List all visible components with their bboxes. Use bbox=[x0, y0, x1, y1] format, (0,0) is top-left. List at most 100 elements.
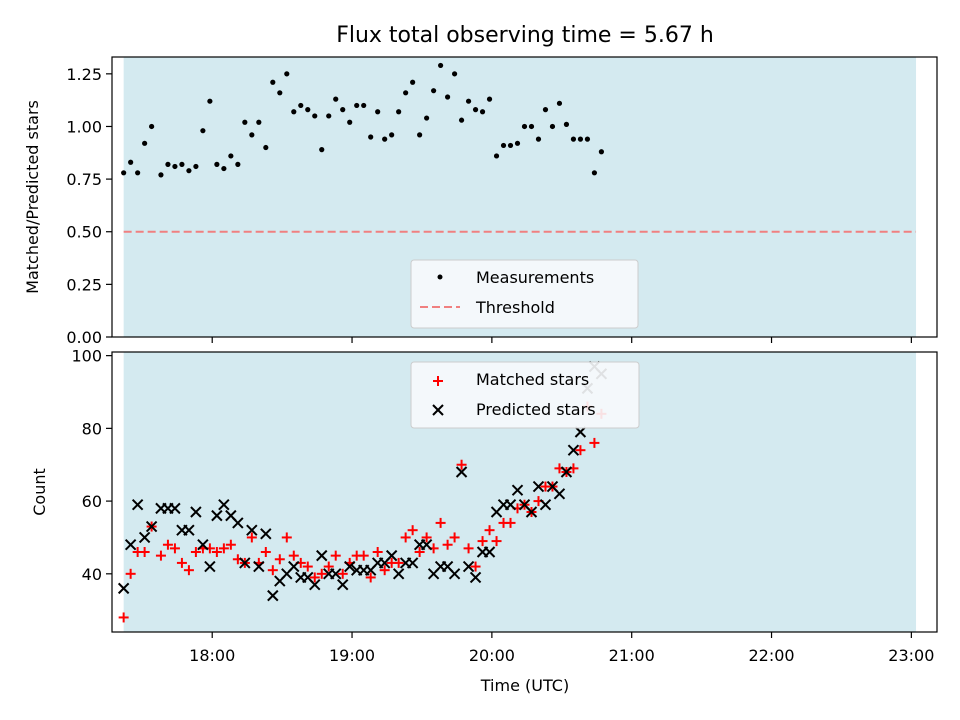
matched-star-point bbox=[225, 539, 236, 550]
matched-star-point bbox=[463, 543, 474, 554]
matched-star-point bbox=[400, 532, 411, 543]
measurement-point bbox=[221, 165, 227, 172]
matched-star-point bbox=[316, 568, 327, 579]
matched-star-point bbox=[190, 547, 201, 557]
predicted-star-point bbox=[525, 506, 538, 518]
bottom-x-tick-label: 22:00 bbox=[748, 646, 794, 665]
predicted-star-point bbox=[420, 539, 433, 551]
matched-star-point bbox=[421, 532, 432, 543]
measurement-point bbox=[584, 136, 591, 142]
predicted-star-point bbox=[455, 466, 468, 478]
measurement-point bbox=[305, 107, 311, 113]
measurement-point bbox=[493, 153, 500, 159]
predicted-star-point bbox=[145, 520, 158, 533]
bottom-legend: Matched stars Predicted stars bbox=[410, 361, 640, 429]
predicted-star-point bbox=[232, 517, 244, 529]
predicted-star-point bbox=[239, 557, 251, 569]
bottom-legend-box bbox=[410, 361, 640, 429]
measurement-point bbox=[186, 168, 192, 174]
measurement-point bbox=[172, 163, 178, 170]
predicted-star-point bbox=[539, 499, 552, 511]
measurement-point bbox=[200, 128, 206, 134]
measurement-point bbox=[542, 107, 549, 113]
measurement-point bbox=[375, 109, 381, 115]
legend-threshold-label: Threshold bbox=[475, 298, 555, 317]
predicted-star-point bbox=[211, 509, 223, 522]
matched-star-point bbox=[435, 517, 446, 528]
matched-star-point bbox=[162, 539, 173, 550]
predicted-star-point bbox=[385, 549, 398, 562]
measurement-point bbox=[277, 90, 283, 96]
measurement-point bbox=[598, 149, 605, 155]
measurement-point bbox=[556, 100, 563, 106]
matched-star-point bbox=[260, 547, 271, 557]
measurement-point bbox=[410, 79, 416, 85]
measurement-point bbox=[249, 132, 255, 138]
matched-star-point bbox=[246, 532, 257, 543]
bottom-x-tick-label: 21:00 bbox=[609, 646, 655, 665]
matched-star-point bbox=[442, 539, 453, 550]
predicted-star-point bbox=[204, 560, 216, 573]
predicted-star-point bbox=[309, 579, 321, 591]
matched-star-point bbox=[118, 612, 129, 623]
bottom-x-tick-label: 23:00 bbox=[888, 646, 934, 665]
matched-star-point bbox=[379, 565, 390, 576]
top-y-tick-label: 1.25 bbox=[66, 65, 102, 84]
bottom-panel: 40 60 80 100 18:00 19:00 20:00 21:00 22:00 23:00… bbox=[30, 347, 938, 695]
bottom-x-tick-label: 18:00 bbox=[189, 646, 235, 665]
measurement-point bbox=[451, 71, 458, 77]
measurement-point bbox=[135, 170, 141, 176]
measurement-point bbox=[382, 136, 388, 142]
matched-star-point bbox=[575, 445, 586, 456]
legend-measurements-label: Measurements bbox=[476, 268, 594, 287]
measurement-point bbox=[149, 123, 155, 130]
measurement-point bbox=[389, 132, 395, 138]
matched-star-point bbox=[337, 568, 348, 579]
predicted-star-point bbox=[169, 502, 181, 515]
matched-star-point bbox=[139, 547, 150, 557]
matched-star-point bbox=[176, 557, 187, 568]
predicted-star-point bbox=[124, 539, 137, 551]
top-legend: Measurements Threshold bbox=[410, 259, 639, 329]
measurement-point bbox=[444, 94, 451, 100]
predicted-star-point bbox=[330, 568, 342, 580]
predicted-star-point bbox=[511, 484, 524, 496]
predicted-star-point bbox=[392, 568, 405, 580]
predicted-star-point bbox=[260, 528, 272, 540]
predicted-star-point bbox=[337, 579, 349, 591]
matched-star-point bbox=[274, 554, 285, 565]
measurement-point bbox=[472, 107, 479, 113]
matched-star-point bbox=[330, 550, 341, 561]
measurement-point bbox=[333, 96, 339, 102]
measurement-point bbox=[465, 98, 472, 104]
predicted-star-point bbox=[117, 582, 130, 595]
matched-star-point bbox=[414, 547, 425, 557]
bottom-y-axis-label: Count bbox=[30, 468, 49, 516]
measurement-point bbox=[535, 136, 542, 142]
measurement-point bbox=[270, 79, 276, 85]
top-y-tick-label: 0.00 bbox=[66, 328, 102, 347]
predicted-star-point bbox=[469, 571, 482, 584]
measurement-point bbox=[507, 142, 514, 149]
bottom-x-axis: 18:00 19:00 20:00 21:00 22:00 23:00 bbox=[189, 632, 934, 665]
predicted-star-point bbox=[246, 524, 258, 536]
matched-star-point bbox=[484, 525, 495, 536]
top-panel: Flux total observing time = 5.67 h 0.000… bbox=[23, 23, 938, 347]
matched-star-point bbox=[218, 543, 229, 554]
measurement-point bbox=[403, 90, 409, 96]
measurement-point bbox=[396, 109, 402, 115]
measurement-point bbox=[438, 62, 444, 69]
measurement-point bbox=[193, 163, 199, 170]
matched-star-point bbox=[281, 532, 292, 543]
measurement-point bbox=[256, 119, 262, 125]
measurement-point bbox=[312, 113, 318, 119]
measurement-point bbox=[326, 113, 332, 119]
matched-star-point bbox=[393, 557, 404, 568]
top-y-tick-label: 0.75 bbox=[66, 170, 102, 189]
bottom-y-tick-label: 80 bbox=[82, 419, 102, 438]
measurement-point bbox=[458, 117, 465, 123]
matched-star-point bbox=[456, 459, 467, 470]
matched-star-point bbox=[358, 550, 369, 561]
measurement-point bbox=[179, 161, 185, 167]
